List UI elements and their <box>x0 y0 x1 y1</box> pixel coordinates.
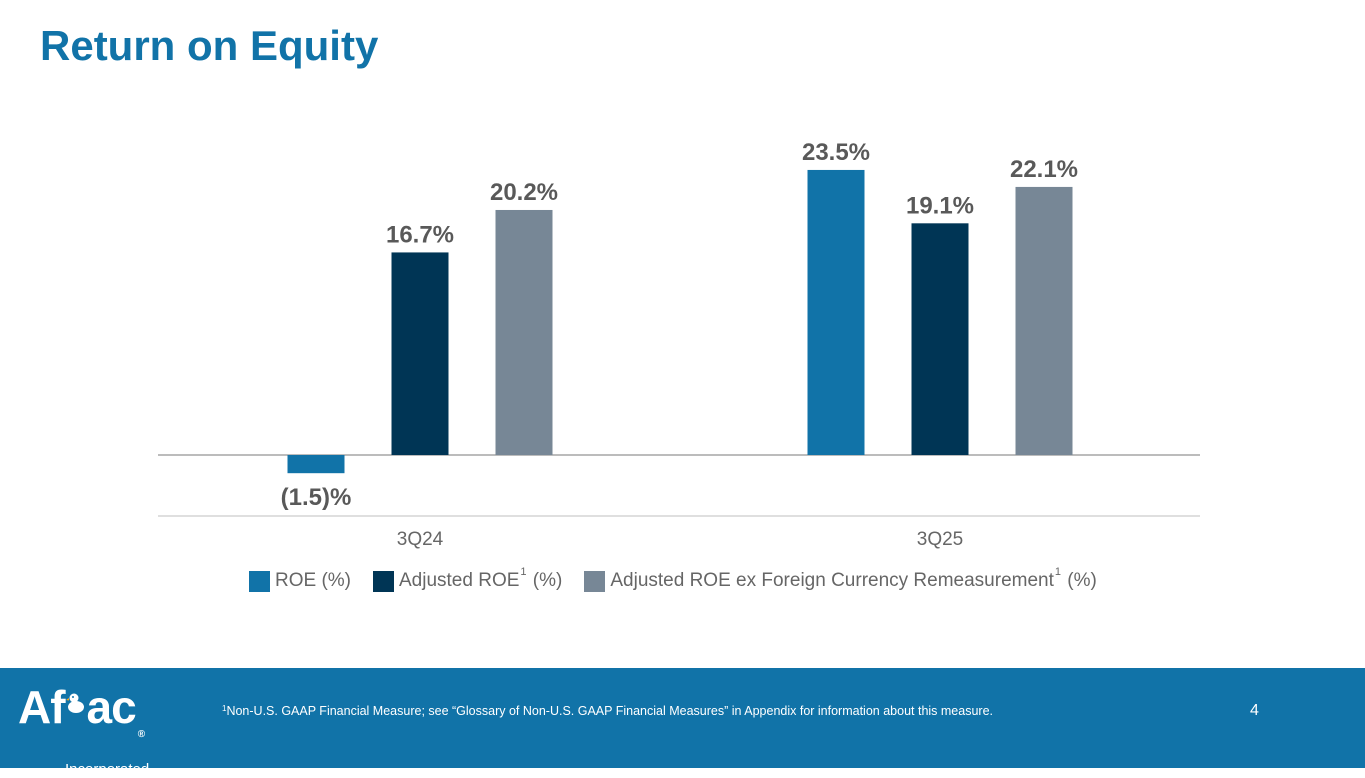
legend-label-suffix: (%) <box>527 570 563 591</box>
legend-label-roe: ROE (%) <box>275 570 351 591</box>
page-title: Return on Equity <box>40 22 379 69</box>
bar-3Q24-series-2 <box>495 209 553 455</box>
bar-3Q24-series-1 <box>391 252 449 455</box>
legend-label-adjusted-roe-ex-fx: Adjusted ROE ex Foreign Currency Remeasu… <box>610 570 1054 591</box>
legend-item-adjusted-roe: Adjusted ROE1 (%) <box>373 566 563 592</box>
legend-label-suffix: (%) <box>1062 570 1097 591</box>
data-label-3Q24-series-1: 16.7% <box>386 221 454 248</box>
category-label-3Q24: 3Q24 <box>397 529 444 550</box>
data-label-3Q25-series-2: 22.1% <box>1010 156 1078 183</box>
legend-label-adjusted-roe: Adjusted ROE <box>399 570 520 591</box>
footnote-text: Non-U.S. GAAP Financial Measure; see “Gl… <box>226 704 993 718</box>
chart-legend: ROE (%) Adjusted ROE1 (%) Adjusted ROE e… <box>249 566 1119 592</box>
legend-swatch-adjusted-roe <box>373 570 394 592</box>
footnote-marker: 1 <box>222 704 227 713</box>
bar-3Q25-series-2 <box>1015 186 1073 455</box>
legend-footnote-marker: 1 <box>520 566 527 578</box>
roe-bar-chart: (1.5)% 16.7% 20.2% 3Q24 23.5% 19.1% 22.1% 3Q25 <box>158 139 1200 550</box>
category-label-3Q25: 3Q25 <box>917 529 963 550</box>
registered-mark: ® <box>137 729 145 740</box>
bar-3Q25-series-0 <box>807 169 865 455</box>
logo-subtitle: Incorporated <box>65 761 150 778</box>
legend-item-adjusted-roe-ex-fx: Adjusted ROE ex Foreign Currency Remeasu… <box>584 566 1097 592</box>
data-label-3Q24-series-2: 20.2% <box>490 179 558 206</box>
logo-text-start: Af <box>18 681 66 733</box>
logo-text-end: ac <box>86 681 137 733</box>
data-label-3Q24-series-0: (1.5)% <box>281 484 352 511</box>
page-number: 4 <box>1250 702 1259 719</box>
footnote: 1Non-U.S. GAAP Financial Measure; see “G… <box>222 704 993 718</box>
legend-swatch-adjusted-roe-ex-fx <box>584 570 606 592</box>
legend-swatch-roe <box>249 570 270 592</box>
data-label-3Q25-series-0: 23.5% <box>802 139 870 166</box>
footer-bar: Af ac ® Incorporated 1Non-U.S. GAAP Fina… <box>0 668 1365 778</box>
bar-3Q25-series-1 <box>911 223 969 455</box>
legend-item-roe: ROE (%) <box>249 570 351 592</box>
aflac-logo: Af ac ® Incorporated <box>18 684 149 778</box>
data-label-3Q25-series-1: 19.1% <box>906 192 974 219</box>
bar-3Q24-series-0 <box>287 455 345 474</box>
duck-icon <box>65 693 84 713</box>
legend-footnote-marker: 1 <box>1054 566 1062 578</box>
